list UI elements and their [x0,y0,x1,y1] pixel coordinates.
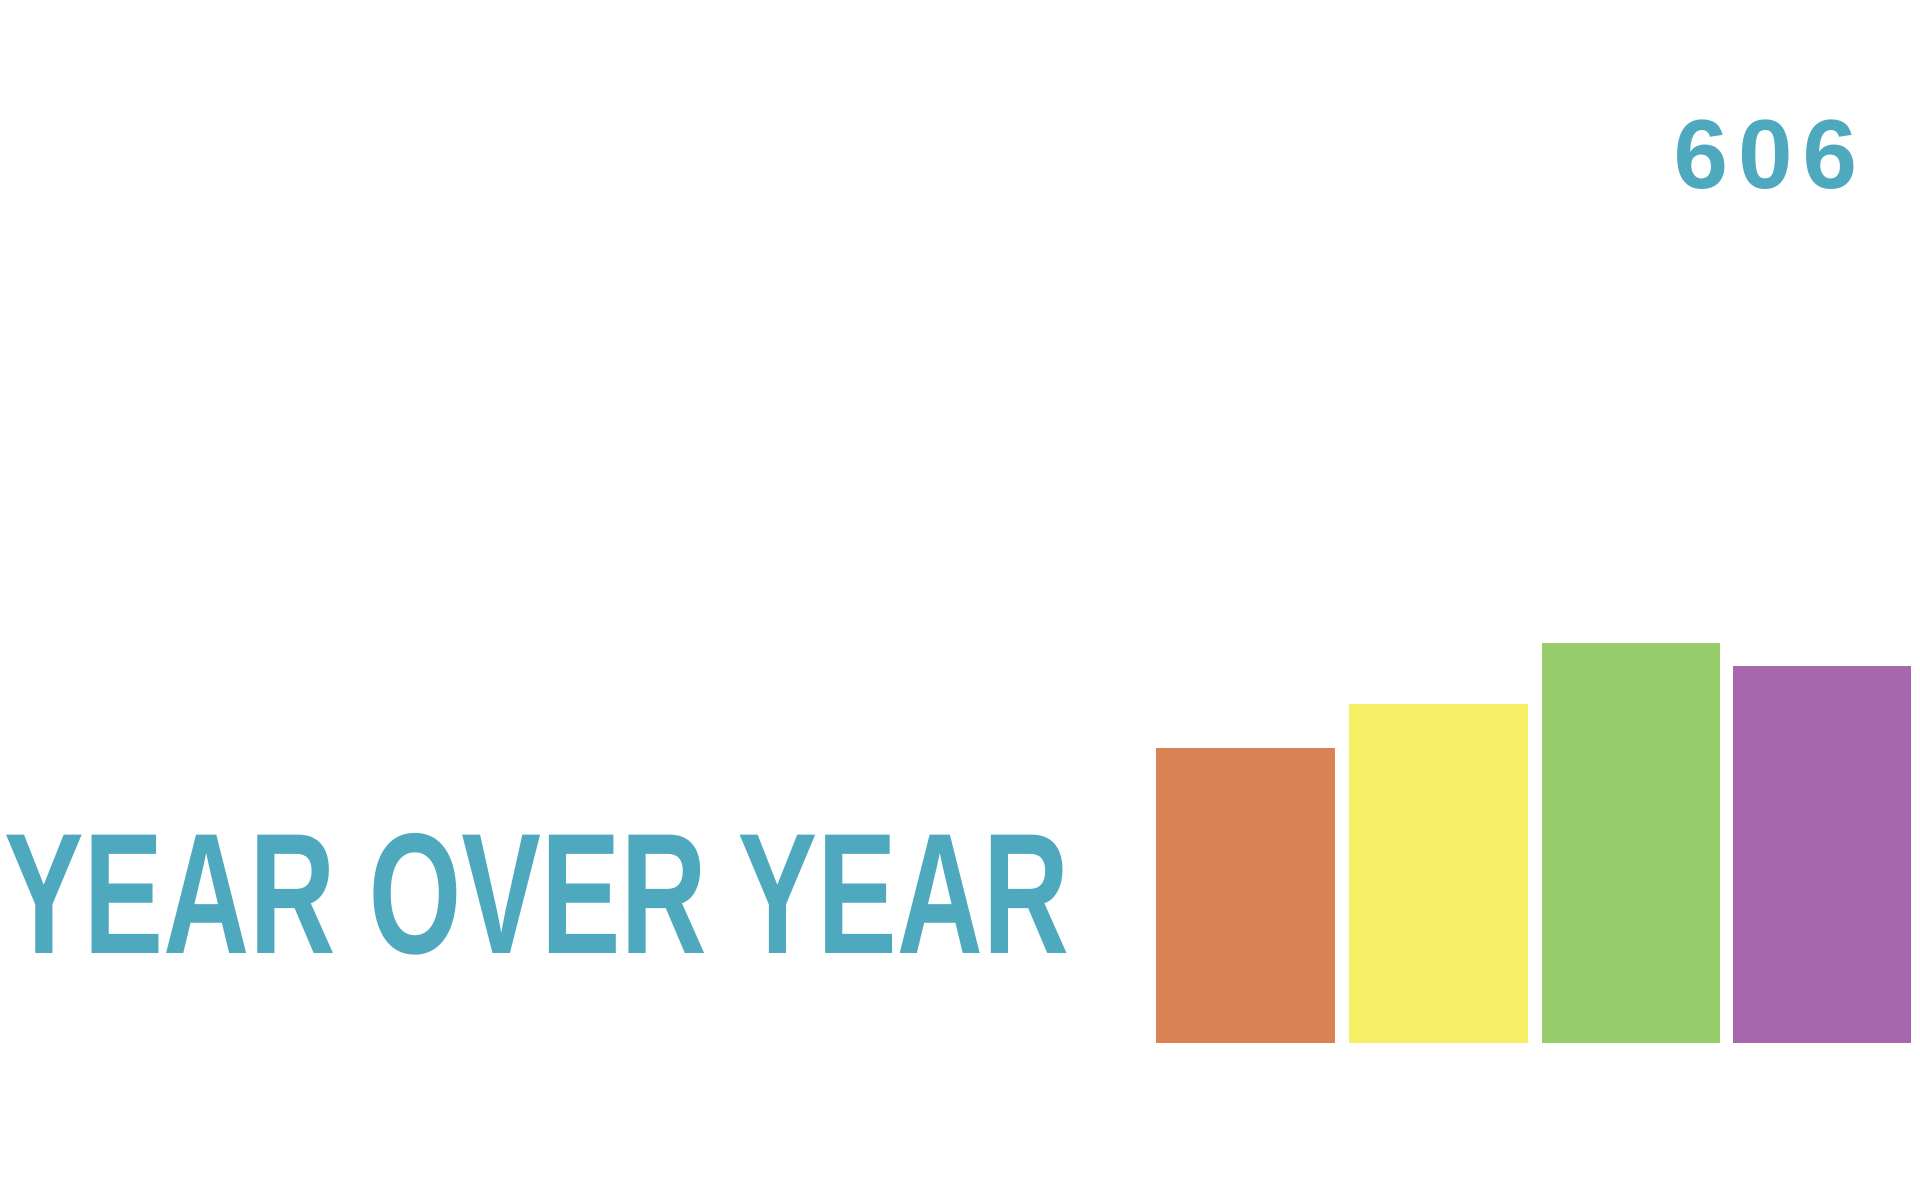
decorative-bar [1542,643,1720,1043]
counter: 606 [1673,99,1867,209]
headline: YEAR OVER YEAR [4,798,1069,990]
decorative-bar [1349,704,1528,1043]
decorative-bar [1733,666,1911,1043]
decorative-bar [1156,748,1335,1043]
